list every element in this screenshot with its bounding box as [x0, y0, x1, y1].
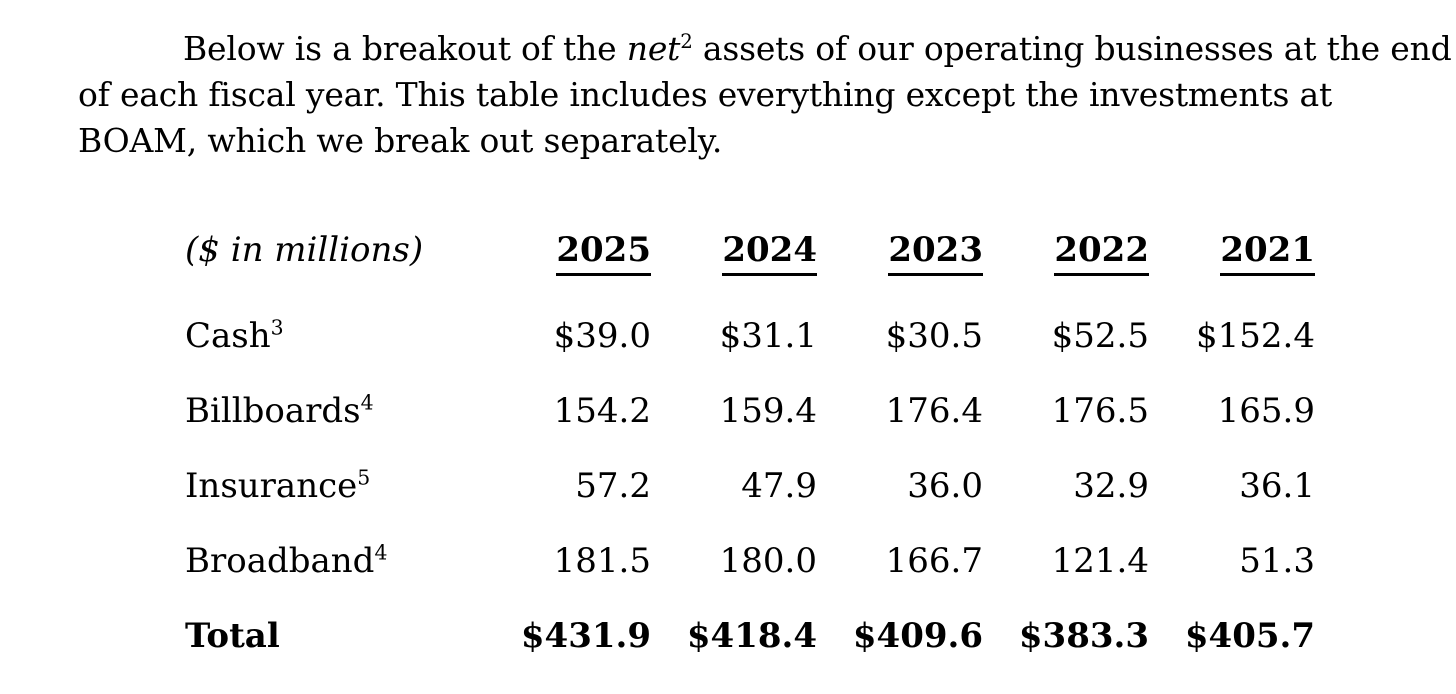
- row-footnote-ref: 5: [357, 465, 371, 490]
- year-header-cell: 2025: [485, 230, 651, 316]
- year-header-cell: 2023: [817, 230, 983, 316]
- total-row: Total $431.9 $418.4 $409.6 $383.3 $405.7: [185, 616, 1315, 691]
- row-label-cell: Broadband4: [185, 541, 485, 616]
- row-label-cell: Billboards4: [185, 391, 485, 466]
- value-cell: $152.4: [1196, 316, 1315, 356]
- year-header-cell: 2022: [983, 230, 1149, 316]
- unit-label: ($ in millions): [185, 230, 424, 270]
- year-header-cell: 2024: [651, 230, 817, 316]
- intro-line1-before-net: Below is a breakout of the: [183, 29, 627, 68]
- intro-line1-after-net: assets of our operating businesses at th…: [692, 29, 1452, 68]
- row-label: Broadband: [185, 541, 375, 581]
- year-header-2023: 2023: [888, 230, 983, 276]
- total-value-cell: $405.7: [1184, 616, 1315, 656]
- total-value-cell: $418.4: [686, 616, 817, 656]
- table-row: Billboards4 154.2 159.4 176.4 176.5 165.9: [185, 391, 1315, 466]
- value-cell: 36.0: [907, 466, 983, 506]
- value-cell: $39.0: [553, 316, 651, 356]
- year-header-2025: 2025: [556, 230, 651, 276]
- table-row: Insurance5 57.2 47.9 36.0 32.9 36.1: [185, 466, 1315, 541]
- year-header-cell: 2021: [1149, 230, 1315, 316]
- value-cell: 154.2: [553, 391, 651, 431]
- value-cell: $31.1: [719, 316, 817, 356]
- table-header-row: ($ in millions) 2025 2024 2023 2022 2021: [185, 230, 1315, 316]
- value-cell: 165.9: [1217, 391, 1315, 431]
- value-cell: $30.5: [885, 316, 983, 356]
- year-header-2021: 2021: [1220, 230, 1315, 276]
- value-cell: 36.1: [1239, 466, 1315, 506]
- value-cell: 176.4: [885, 391, 983, 431]
- net-word: net: [626, 29, 681, 68]
- row-footnote-ref: 4: [360, 390, 374, 415]
- total-value-cell: $383.3: [1018, 616, 1149, 656]
- value-cell: 159.4: [719, 391, 817, 431]
- net-footnote-ref: 2: [680, 30, 693, 53]
- value-cell: 57.2: [575, 466, 651, 506]
- row-footnote-ref: 4: [374, 540, 388, 565]
- value-cell: 32.9: [1073, 466, 1149, 506]
- value-cell: 181.5: [553, 541, 651, 581]
- value-cell: 47.9: [741, 466, 817, 506]
- intro-line-3: BOAM, which we break out separately.: [78, 121, 723, 160]
- value-cell: 51.3: [1239, 541, 1315, 581]
- value-cell: 121.4: [1051, 541, 1149, 581]
- row-label-cell: Cash3: [185, 316, 485, 391]
- table-row: Broadband4 181.5 180.0 166.7 121.4 51.3: [185, 541, 1315, 616]
- row-label: Insurance: [185, 466, 358, 506]
- value-cell: 166.7: [885, 541, 983, 581]
- row-label-cell: Insurance5: [185, 466, 485, 541]
- total-value-cell: $409.6: [852, 616, 983, 656]
- intro-line-1: Below is a breakout of the net2 assets o…: [78, 26, 1452, 72]
- total-label: Total: [185, 616, 280, 656]
- table-body: Cash3 $39.0 $31.1 $30.5 $52.5 $152.4 Billboard…: [185, 316, 1315, 691]
- total-value-cell: $431.9: [520, 616, 651, 656]
- net-assets-table: ($ in millions) 2025 2024 2023 2022 2021…: [185, 230, 1315, 691]
- row-label: Billboards: [185, 391, 361, 431]
- value-cell: $52.5: [1051, 316, 1149, 356]
- table-row: Cash3 $39.0 $31.1 $30.5 $52.5 $152.4: [185, 316, 1315, 391]
- intro-line-2: of each fiscal year. This table includes…: [78, 75, 1333, 114]
- value-cell: 180.0: [719, 541, 817, 581]
- intro-paragraph: Below is a breakout of the net2 assets o…: [78, 26, 1452, 164]
- row-label: Cash: [185, 316, 271, 356]
- year-header-2022: 2022: [1054, 230, 1149, 276]
- year-header-2024: 2024: [722, 230, 817, 276]
- unit-label-cell: ($ in millions): [185, 230, 485, 316]
- row-footnote-ref: 3: [270, 315, 284, 340]
- value-cell: 176.5: [1051, 391, 1149, 431]
